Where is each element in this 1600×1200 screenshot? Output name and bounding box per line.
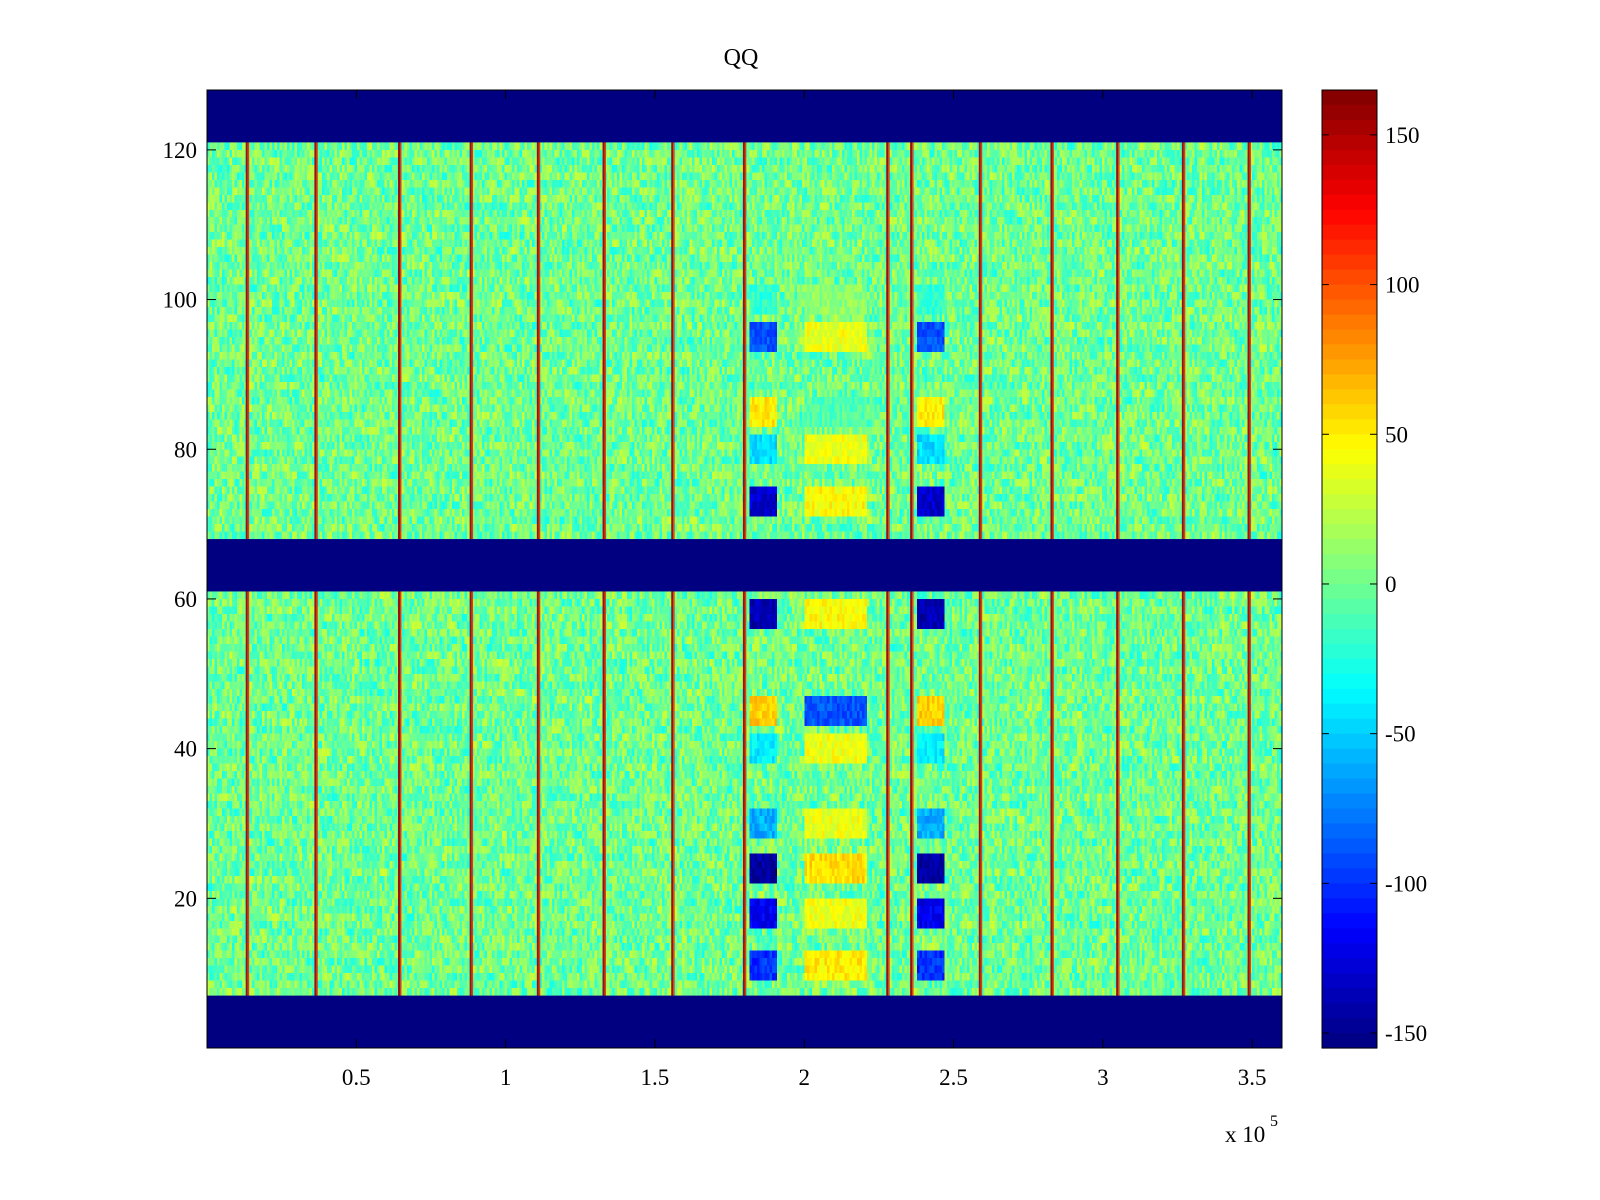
colorbar-segment <box>1322 524 1377 540</box>
colorbar-segment <box>1322 898 1377 914</box>
colorbar-segment <box>1322 314 1377 331</box>
x-axis-multiplier-base: x 10 <box>1225 1122 1265 1147</box>
x-tick-label: 3.5 <box>1238 1065 1267 1090</box>
colorbar-segment <box>1322 583 1377 600</box>
colorbar-segment <box>1322 808 1377 825</box>
colorbar-segment <box>1322 269 1377 286</box>
colorbar-segment <box>1322 284 1377 301</box>
colorbar-segment <box>1322 823 1377 840</box>
colorbar-segment <box>1322 134 1377 151</box>
colorbar-tick-label: 0 <box>1385 572 1397 597</box>
colorbar: -150 -100 -50 0 50 100 150 <box>1321 89 1427 1049</box>
colorbar-segment <box>1322 1018 1377 1034</box>
colorbar-segment <box>1322 673 1377 690</box>
colorbar-segment <box>1322 509 1377 525</box>
colorbar-segment <box>1322 838 1377 855</box>
colorbar-segment <box>1322 539 1377 555</box>
colorbar-segment <box>1322 778 1377 795</box>
colorbar-segment <box>1322 329 1377 346</box>
colorbar-segment <box>1322 688 1377 705</box>
y-tick-label: 20 <box>174 886 197 911</box>
blank-row-band <box>207 539 1282 592</box>
chart-title: QQ <box>724 45 759 71</box>
colorbar-segment <box>1322 104 1377 121</box>
colorbar-segment <box>1322 149 1377 166</box>
colorbar-segment <box>1322 344 1377 361</box>
x-tick-label: 3 <box>1097 1065 1109 1090</box>
colorbar-segment <box>1322 179 1377 196</box>
y-tick-label: 40 <box>174 737 197 762</box>
colorbar-segment <box>1322 569 1377 585</box>
x-axis-multiplier: x 10 5 <box>1225 1113 1278 1147</box>
colorbar-segment <box>1322 748 1377 765</box>
colorbar-segment <box>1322 404 1377 420</box>
colorbar-segment <box>1322 1033 1377 1049</box>
heatmap-plot-area <box>206 89 1283 1049</box>
colorbar-segment <box>1322 718 1377 735</box>
colorbar-segment <box>1322 374 1377 390</box>
colorbar-tick-label: -50 <box>1385 722 1416 747</box>
colorbar-segment <box>1322 628 1377 645</box>
colorbar-segment <box>1322 389 1377 405</box>
x-tick-label: 1.5 <box>641 1065 670 1090</box>
colorbar-tick-label: 150 <box>1385 123 1420 148</box>
colorbar-tick-label: 50 <box>1385 422 1408 447</box>
y-axis: 20 40 60 80 100 120 <box>163 138 1282 911</box>
colorbar-segment <box>1322 164 1377 181</box>
colorbar-segment <box>1322 613 1377 630</box>
colorbar-segment <box>1322 494 1377 510</box>
colorbar-segment <box>1322 434 1377 450</box>
colorbar-segment <box>1322 359 1377 376</box>
plot-frame <box>206 89 1283 1049</box>
colorbar-segment <box>1322 883 1377 899</box>
colorbar-segment <box>1322 643 1377 660</box>
x-tick-label: 2.5 <box>939 1065 968 1090</box>
colorbar-segment <box>1322 1003 1377 1019</box>
colorbar-segment <box>1322 913 1377 929</box>
colorbar-segment <box>1322 598 1377 615</box>
colorbar-segment <box>1322 943 1377 959</box>
colorbar-segment <box>1322 209 1377 226</box>
x-tick-label: 2 <box>798 1065 810 1090</box>
blank-row-band <box>207 90 1282 143</box>
colorbar-segment <box>1322 793 1377 810</box>
colorbar-segment <box>1322 868 1377 884</box>
x-tick-label: 0.5 <box>342 1065 371 1090</box>
colorbar-tick-label: -100 <box>1385 871 1427 896</box>
x-axis-multiplier-exponent: 5 <box>1270 1113 1278 1130</box>
colorbar-segment <box>1322 703 1377 720</box>
x-axis: 0.5 1 1.5 2 2.5 3 3.5 <box>342 90 1267 1090</box>
colorbar-segment <box>1322 224 1377 241</box>
colorbar-segment <box>1322 194 1377 211</box>
colorbar-segment <box>1322 853 1377 869</box>
colorbar-frame <box>1321 89 1378 1049</box>
colorbar-segment <box>1322 658 1377 675</box>
colorbar-segment <box>1322 449 1377 465</box>
colorbar-segment <box>1322 254 1377 271</box>
colorbar-segment <box>1322 973 1377 989</box>
y-tick-label: 80 <box>174 437 197 462</box>
colorbar-segment <box>1322 958 1377 974</box>
colorbar-segment <box>1322 733 1377 750</box>
colorbar-tick-label: 100 <box>1385 273 1420 298</box>
colorbar-segment <box>1322 464 1377 480</box>
y-tick-label: 60 <box>174 587 197 612</box>
colorbar-segment <box>1322 419 1377 435</box>
y-tick-label: 120 <box>163 138 198 163</box>
colorbar-segment <box>1322 928 1377 944</box>
colorbar-segment <box>1322 239 1377 256</box>
colorbar-segment <box>1322 479 1377 495</box>
x-tick-label: 1 <box>500 1065 512 1090</box>
colorbar-segment <box>1322 554 1377 570</box>
blank-row-band <box>207 995 1282 1048</box>
colorbar-segment <box>1322 988 1377 1004</box>
y-tick-label: 100 <box>163 288 198 313</box>
colorbar-segment <box>1322 299 1377 316</box>
colorbar-segment <box>1322 763 1377 780</box>
colorbar-tick-label: -150 <box>1385 1021 1427 1046</box>
colorbar-segment <box>1322 90 1377 106</box>
colorbar-segment <box>1322 119 1377 136</box>
